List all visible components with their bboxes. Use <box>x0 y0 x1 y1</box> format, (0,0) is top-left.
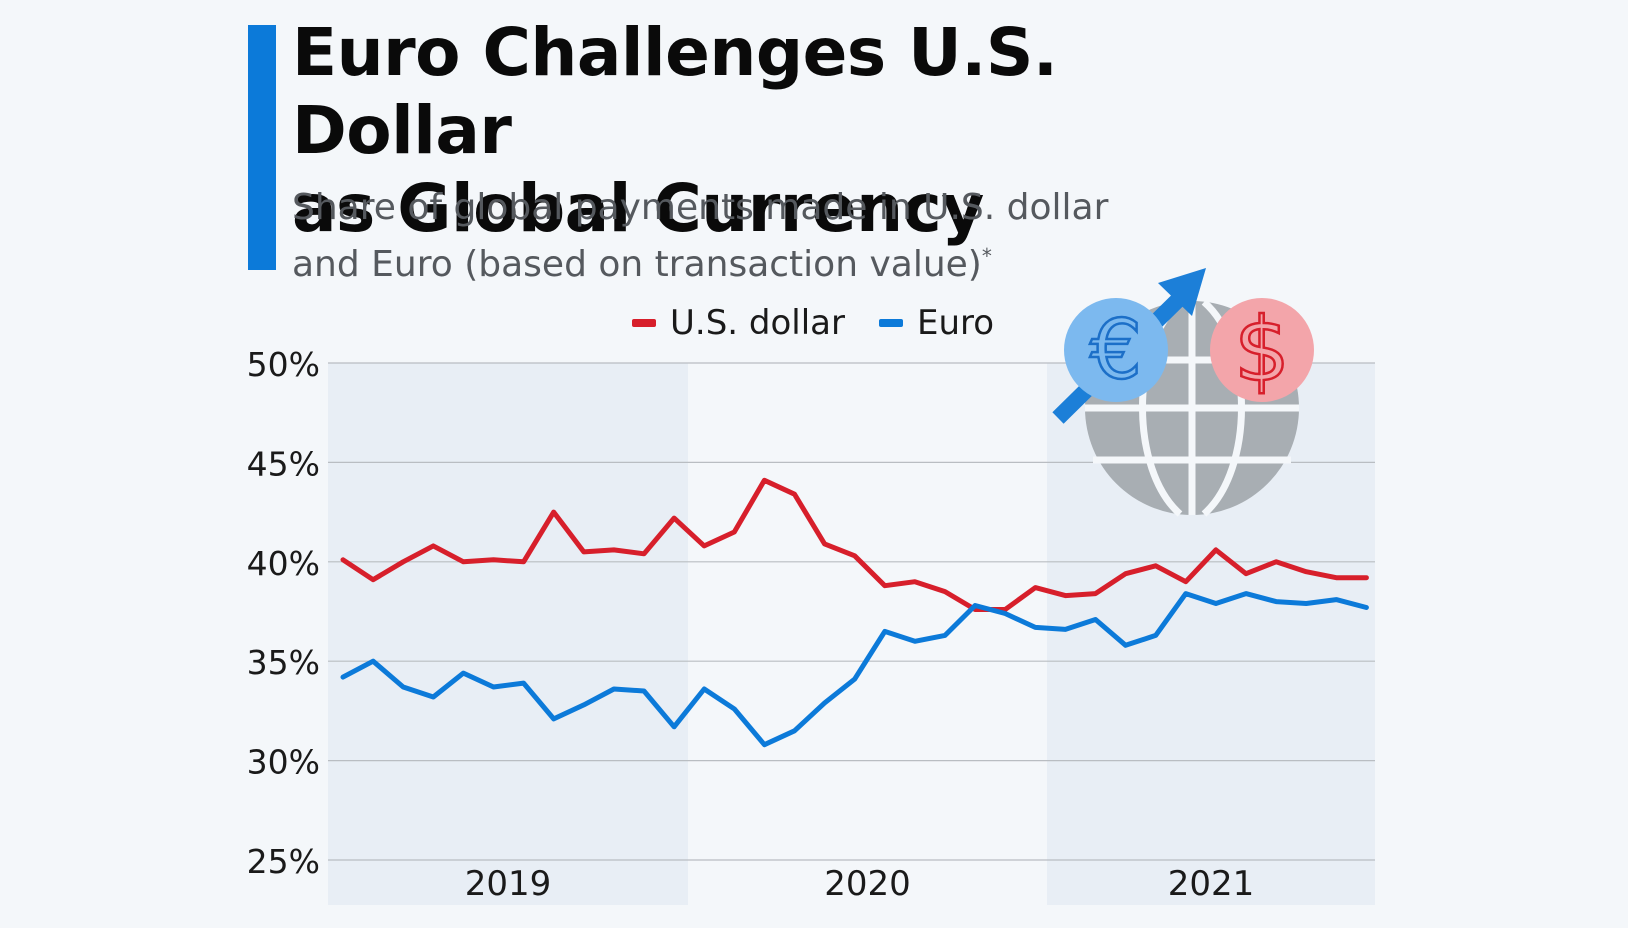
year-bands <box>328 363 1375 905</box>
chart-legend: U.S. dollar Euro <box>632 303 1028 343</box>
dollar-symbol: $ <box>1234 298 1290 401</box>
footnote-marker: * <box>981 244 992 268</box>
y-tick-label: 30% <box>247 743 320 782</box>
currency-illustration: € $ <box>1052 268 1314 517</box>
legend-swatch-euro <box>878 319 903 327</box>
y-tick-label: 25% <box>247 842 320 881</box>
y-tick-label: 45% <box>247 444 320 483</box>
dollar-coin-icon: $ <box>1210 297 1314 402</box>
subtitle-line-1: Share of global payments made in U.S. do… <box>292 187 1109 228</box>
legend-label-euro: Euro <box>916 303 995 343</box>
title-line-1: Euro Challenges U.S. Dollar <box>292 14 1058 169</box>
y-tick-label: 50% <box>247 345 320 384</box>
x-year-label: 2020 <box>824 864 911 904</box>
legend-label-us-dollar: U.S. dollar <box>670 303 845 343</box>
series-line-euro <box>340 591 1369 748</box>
x-year-label: 2021 <box>1168 864 1255 904</box>
x-axis-year-labels: 2019 2020 2021 <box>465 864 1255 904</box>
year-band-2019 <box>328 363 688 905</box>
y-tick-label: 40% <box>247 544 320 583</box>
euro-symbol: € <box>1090 303 1142 398</box>
title-line-2: as Global Currency <box>292 170 984 247</box>
legend-swatch-us-dollar <box>632 319 656 327</box>
series-line-u-s-dollar <box>340 477 1369 612</box>
chart-subtitle: Share of global payments made in U.S. do… <box>292 184 1192 289</box>
legend-item-euro: Euro <box>878 303 995 343</box>
subtitle-line-2: and Euro (based on transaction value) <box>292 244 982 285</box>
x-year-label: 2019 <box>465 864 552 904</box>
legend-item-us-dollar: U.S. dollar <box>632 303 845 343</box>
chart-title: Euro Challenges U.S. Dollar as Global Cur… <box>292 14 1292 248</box>
series-lines <box>340 477 1369 748</box>
y-tick-label: 35% <box>247 643 320 682</box>
y-axis-tick-labels: 50% 45% 40% 35% 30% 25% <box>247 345 320 881</box>
title-accent-bar <box>248 25 276 270</box>
euro-coin-icon: € <box>1064 298 1168 402</box>
